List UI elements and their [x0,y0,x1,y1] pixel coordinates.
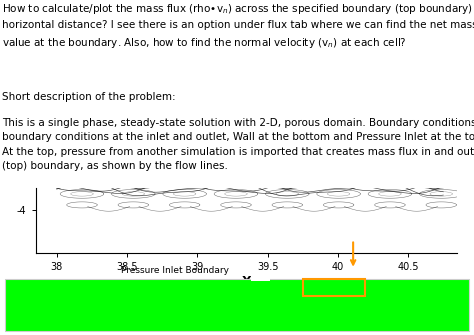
Text: Pressure Inlet Boundary: Pressure Inlet Boundary [121,266,229,275]
Bar [251,276,270,281]
Bar [5,279,469,331]
Bar [303,279,365,296]
Text: Short description of the problem:: Short description of the problem: [2,92,176,102]
Text: How to calculate/plot the mass flux (rho•v$_n$) across the specified boundary (t: How to calculate/plot the mass flux (rho… [2,2,474,50]
X-axis label: X: X [242,275,251,288]
Text: This is a single phase, steady-state solution with 2-D, porous domain. Boundary : This is a single phase, steady-state sol… [2,118,474,171]
